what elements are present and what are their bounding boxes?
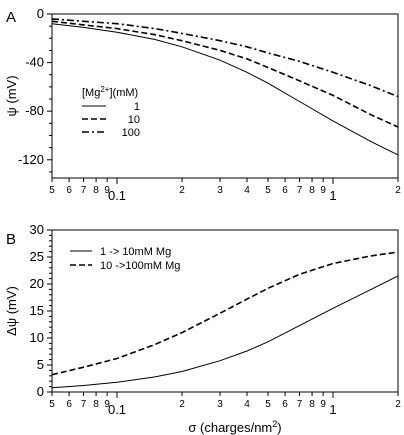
panel-a-label: A	[6, 9, 16, 26]
x-tick-label: 5	[265, 185, 271, 196]
legend-entry: 100	[122, 127, 140, 139]
legend-entry: 10	[128, 114, 140, 126]
x-tick-label: 9	[104, 399, 110, 410]
x-tick-label: 9	[104, 185, 110, 196]
panel-b-y-axis-title: Δψ (mV)	[4, 286, 19, 336]
series-line-2	[51, 20, 399, 128]
x-tick-label: 4	[244, 399, 250, 410]
y-tick-label: 30	[30, 222, 44, 237]
y-tick-label: -80	[25, 103, 44, 118]
x-tick-label: 2	[395, 185, 401, 196]
y-tick-label: 15	[30, 303, 44, 318]
x-tick-label: 2	[395, 399, 401, 410]
series-line-1	[51, 23, 399, 156]
x-tick-label: 0.1	[108, 188, 126, 203]
y-tick-label: -120	[18, 152, 44, 167]
x-tick-label: 6	[66, 185, 72, 196]
panel-a-frame	[51, 13, 399, 179]
x-tick-label: 1	[329, 188, 336, 203]
y-tick-label: 25	[30, 249, 44, 264]
x-tick-label: 5	[265, 399, 271, 410]
panel-b-label: B	[6, 231, 16, 248]
series-line-1	[51, 275, 399, 389]
x-tick-label: 9	[320, 185, 326, 196]
x-tick-label: 7	[297, 399, 303, 410]
panel-a-y-axis-title: ψ (mV)	[4, 75, 19, 116]
y-tick-label: -40	[25, 55, 44, 70]
x-tick-label: 8	[93, 399, 99, 410]
x-tick-label: 7	[81, 185, 87, 196]
y-tick-label: 0	[37, 6, 44, 21]
x-tick-label: 6	[282, 399, 288, 410]
x-tick-label: 3	[217, 185, 223, 196]
x-tick-label: 9	[320, 399, 326, 410]
x-tick-label: 2	[179, 185, 185, 196]
x-tick-label: 3	[217, 399, 223, 410]
x-tick-label: 5	[49, 185, 55, 196]
y-tick-label: 0	[37, 384, 44, 399]
y-tick-label: 5	[37, 357, 44, 372]
x-tick-label: 0.1	[108, 402, 126, 417]
legend-entry: 1	[134, 101, 140, 113]
x-tick-label: 7	[297, 185, 303, 196]
legend-title: [Mg2+](mM)	[82, 85, 138, 100]
y-tick-label: 20	[30, 276, 44, 291]
x-tick-label: 8	[309, 399, 315, 410]
legend-entry: 10 ->100mM Mg	[100, 260, 180, 272]
x-tick-label: 8	[309, 185, 315, 196]
x-tick-label: 4	[244, 185, 250, 196]
x-tick-label: 1	[329, 402, 336, 417]
x-tick-label: 8	[93, 185, 99, 196]
y-tick-label: 10	[30, 330, 44, 345]
x-tick-label: 2	[179, 399, 185, 410]
panel-b-x-axis-title: σ (charges/nm2)	[188, 419, 281, 435]
legend-entry: 1 -> 10mM Mg	[100, 246, 171, 258]
x-tick-label: 7	[81, 399, 87, 410]
x-tick-label: 5	[49, 399, 55, 410]
x-tick-label: 6	[66, 399, 72, 410]
x-tick-label: 6	[282, 185, 288, 196]
series-line-2	[51, 251, 399, 376]
series-line-3	[51, 18, 399, 98]
